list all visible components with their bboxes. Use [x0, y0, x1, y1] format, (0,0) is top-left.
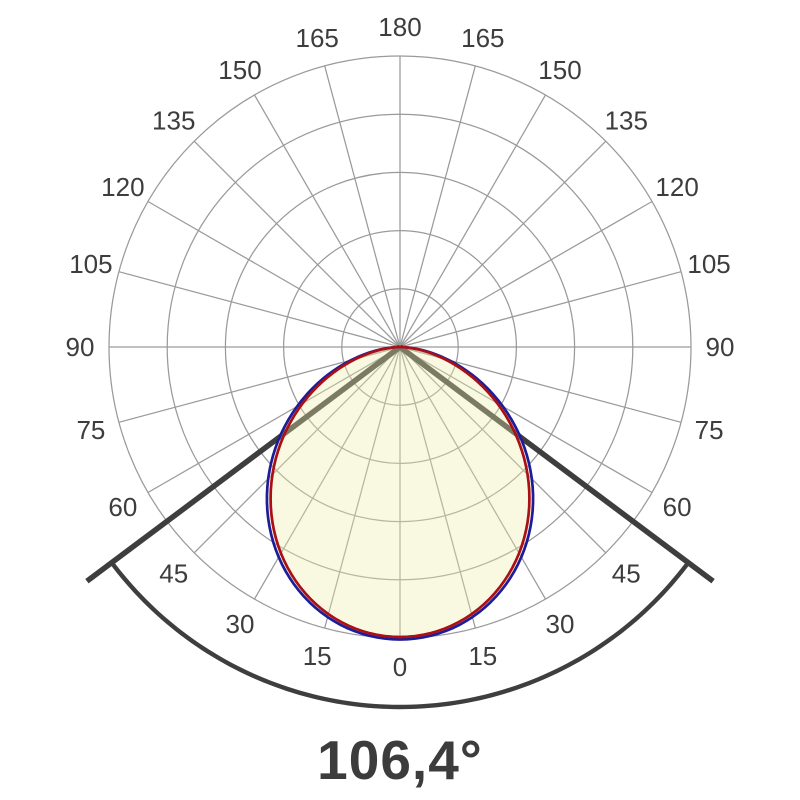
angle-tick-label: 135 [605, 106, 648, 136]
angle-tick-label: 165 [461, 23, 504, 53]
angle-tick-label: 150 [538, 55, 581, 85]
beam-angle-line-left [85, 344, 402, 584]
angle-tick-label: 15 [303, 641, 332, 671]
grid-spoke [193, 140, 401, 348]
grid-spoke [399, 140, 607, 348]
grid-spoke [399, 94, 547, 348]
angle-tick-label: 75 [695, 415, 724, 445]
angle-tick-label: 165 [295, 23, 338, 53]
angle-tick-label: 150 [218, 55, 261, 85]
angle-tick-label: 60 [108, 492, 137, 522]
angle-tick-label: 105 [69, 249, 112, 279]
grid-spoke [118, 271, 401, 348]
angle-tick-label: 0 [393, 652, 407, 682]
grid-spoke [147, 346, 401, 494]
grid-spoke [399, 200, 653, 348]
grid-spoke [399, 65, 476, 348]
angle-tick-label: 45 [612, 558, 641, 588]
angle-tick-label: 135 [152, 106, 195, 136]
beam-angle-line-right [398, 344, 715, 584]
angle-tick-label: 120 [101, 172, 144, 202]
angle-tick-label: 30 [546, 609, 575, 639]
beam-fill [266, 347, 534, 640]
angle-tick-label: 90 [66, 332, 95, 362]
grid-spoke [399, 271, 682, 348]
angle-tick-label: 15 [468, 641, 497, 671]
angle-tick-label: 30 [226, 609, 255, 639]
angle-tick-label: 60 [663, 492, 692, 522]
grid-spoke [324, 346, 401, 629]
angle-tick-label: 120 [655, 172, 698, 202]
grid-spoke [193, 346, 401, 554]
curve-c90-c270 [265, 345, 535, 641]
grid-spoke [399, 346, 607, 554]
beam-angle-value: 106,4° [317, 729, 483, 791]
angle-tick-label: 75 [76, 415, 105, 445]
grid-spoke [399, 346, 653, 494]
grid-spoke [399, 346, 476, 629]
angle-tick-label: 45 [159, 558, 188, 588]
beam-angle-arc [109, 561, 689, 710]
grid-spoke [147, 200, 401, 348]
curve-c0-c180 [269, 345, 531, 639]
angle-tick-label: 105 [687, 249, 730, 279]
grid-spoke [253, 94, 401, 348]
angle-tick-label: 90 [706, 332, 735, 362]
angle-tick-label: 180 [378, 12, 421, 42]
grid-spoke [324, 65, 401, 348]
